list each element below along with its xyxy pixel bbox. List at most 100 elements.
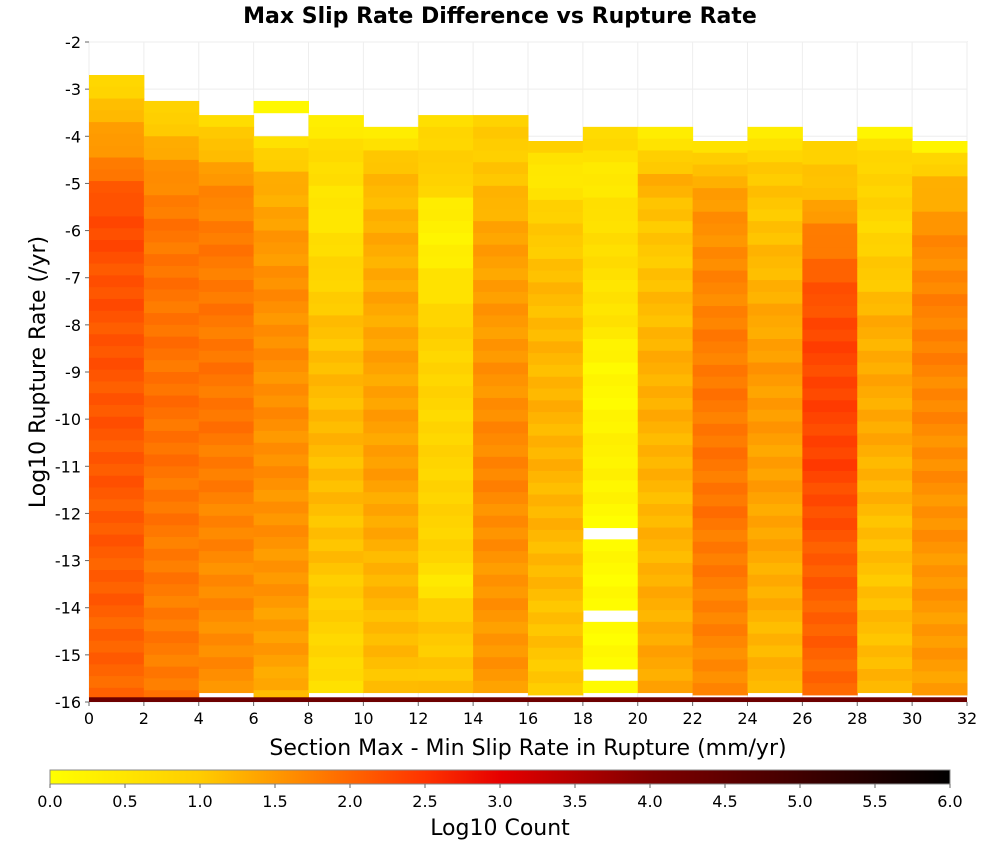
heatmap-cell <box>912 624 968 637</box>
heatmap-cell <box>528 247 584 260</box>
heatmap-cell <box>528 471 584 484</box>
heatmap-cell <box>528 423 584 437</box>
heatmap-cell <box>912 471 968 484</box>
heatmap-cell <box>418 445 474 458</box>
heatmap-cell <box>89 157 145 170</box>
heatmap-cell <box>143 489 200 503</box>
heatmap-cell <box>473 174 529 187</box>
heatmap-cell <box>528 447 584 460</box>
heatmap-cell <box>253 348 309 361</box>
heatmap-cell <box>198 268 255 281</box>
heatmap-cell <box>912 388 968 401</box>
heatmap-cell <box>473 456 529 470</box>
heatmap-cell <box>582 339 639 352</box>
heatmap-cell <box>473 621 529 635</box>
heatmap-cell <box>637 586 694 599</box>
heatmap-cell <box>308 386 364 399</box>
heatmap-cell <box>802 624 858 637</box>
heatmap-cell <box>198 574 255 587</box>
heatmap-cell <box>253 159 309 173</box>
heatmap-cell <box>637 174 694 187</box>
heatmap-cell <box>198 350 255 364</box>
heatmap-cell <box>143 619 200 632</box>
heatmap-cell <box>308 586 364 599</box>
y-tick-label: -4 <box>65 127 81 146</box>
heatmap-cell <box>637 610 694 623</box>
x-tick-label: 12 <box>408 709 428 728</box>
heatmap-cell <box>308 150 364 163</box>
heatmap-cell <box>582 515 639 529</box>
heatmap-cell <box>143 148 200 161</box>
heatmap-cell <box>637 291 694 305</box>
x-tick-label: 30 <box>902 709 922 728</box>
heatmap-cell <box>473 492 529 505</box>
heatmap-cell <box>857 669 913 682</box>
heatmap-cell <box>418 574 474 587</box>
heatmap-cell <box>308 657 364 670</box>
heatmap-cell <box>473 586 529 599</box>
heatmap-cell <box>857 221 913 234</box>
heatmap-cell <box>89 440 145 453</box>
heatmap-cell <box>747 527 803 540</box>
heatmap-cell <box>473 315 529 328</box>
heatmap-cell <box>89 334 145 347</box>
heatmap-cell <box>802 588 858 602</box>
heatmap-cell <box>528 647 584 661</box>
heatmap-cell <box>692 329 748 342</box>
heatmap-cell <box>582 350 639 364</box>
heatmap-cell <box>802 364 858 378</box>
heatmap-cell <box>198 421 255 434</box>
heatmap-cell <box>473 433 529 446</box>
heatmap-cell <box>89 664 145 677</box>
x-tick-label: 24 <box>737 709 757 728</box>
heatmap-cell <box>418 350 474 364</box>
heatmap-cell <box>198 327 255 340</box>
heatmap-cell <box>89 570 145 583</box>
heatmap-cell <box>253 560 309 573</box>
colorbar-tick-label: 1.5 <box>262 792 287 811</box>
heatmap-cell <box>363 456 419 470</box>
heatmap-cell <box>198 621 255 635</box>
heatmap-cell <box>528 577 584 590</box>
heatmap-cell <box>198 397 255 411</box>
heatmap-cell <box>912 211 968 224</box>
colorbar <box>49 769 951 785</box>
heatmap-cell <box>253 690 309 698</box>
heatmap-cell <box>637 150 694 163</box>
heatmap-cell <box>418 551 474 564</box>
x-tick-label: 32 <box>957 709 977 728</box>
heatmap-cell <box>857 645 913 658</box>
heatmap-cell <box>747 362 803 375</box>
heatmap-cell <box>198 562 255 576</box>
heatmap-cell <box>143 584 200 597</box>
heatmap-cell <box>363 397 419 411</box>
colorbar-tick-label: 0.5 <box>112 792 137 811</box>
heatmap-cell <box>143 242 200 255</box>
heatmap-cell <box>473 303 529 316</box>
heatmap-cell <box>473 197 529 210</box>
heatmap-cell <box>363 221 419 234</box>
heatmap-cell <box>582 197 639 210</box>
heatmap-cell <box>89 86 145 100</box>
heatmap-cell <box>802 306 858 319</box>
heatmap-cell <box>253 301 309 314</box>
heatmap-cell <box>198 232 255 246</box>
heatmap-cell <box>418 162 474 175</box>
heatmap-cell <box>528 518 584 531</box>
heatmap-cell <box>363 162 419 175</box>
heatmap-cell <box>253 501 309 514</box>
heatmap-cell <box>418 598 474 611</box>
heatmap-cell <box>89 640 145 653</box>
heatmap-cell <box>528 482 584 496</box>
heatmap-cell <box>418 185 474 199</box>
heatmap-cell <box>308 539 364 552</box>
heatmap-cell <box>528 612 584 625</box>
heatmap-cell <box>637 397 694 411</box>
heatmap-cell <box>802 294 858 307</box>
heatmap-cell <box>363 680 419 694</box>
heatmap-cell <box>802 459 858 472</box>
heatmap-cell <box>418 150 474 163</box>
heatmap-cell <box>802 353 858 366</box>
heatmap-cell <box>253 595 309 609</box>
x-tick-label: 0 <box>84 709 94 728</box>
